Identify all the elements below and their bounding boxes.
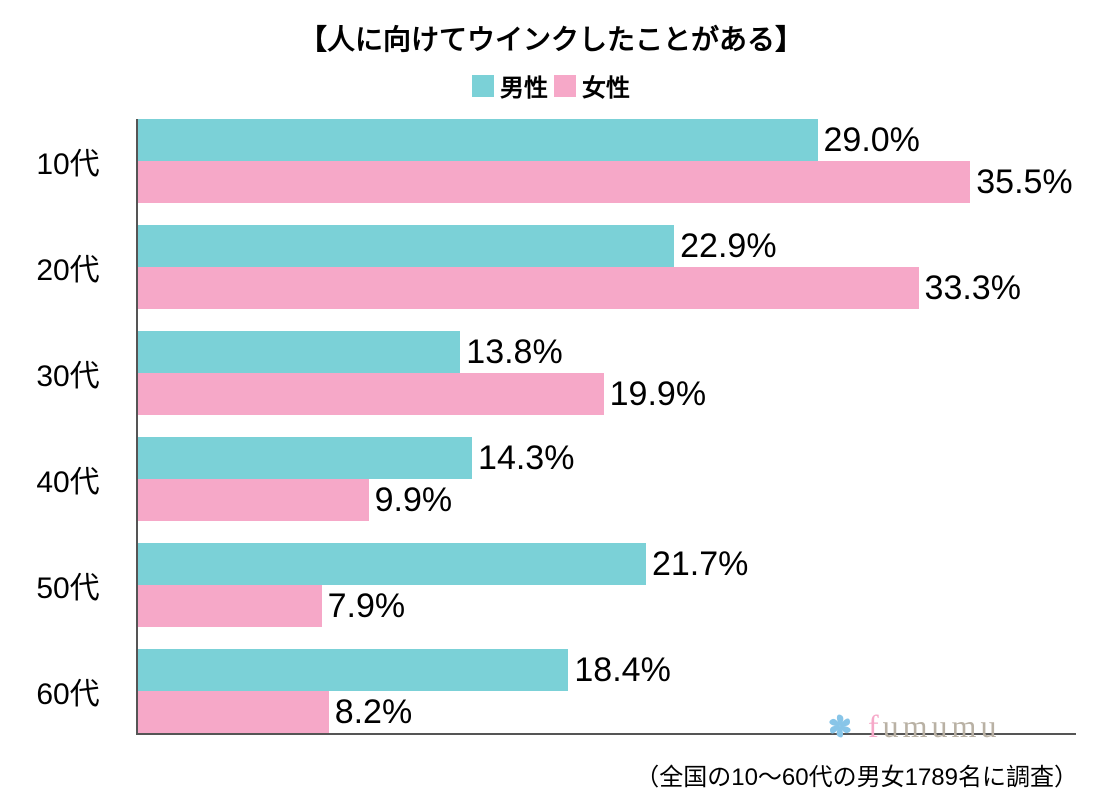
bar-female <box>136 691 329 733</box>
category-label: 60代 <box>0 669 136 713</box>
bar-value-label: 8.2% <box>335 693 413 732</box>
category-group: 30代 13.8% 19.9% <box>0 331 1102 415</box>
bar-male <box>136 225 674 267</box>
category-group: 10代 29.0% 35.5% <box>0 119 1102 203</box>
legend-label-male: 男性 <box>500 68 548 103</box>
bar-row: 14.3% <box>136 437 1102 479</box>
bar-value-label: 21.7% <box>652 545 748 584</box>
bar-male <box>136 649 568 691</box>
category-group: 50代 21.7% 7.9% <box>0 543 1102 627</box>
bar-value-label: 19.9% <box>610 375 706 414</box>
bar-male <box>136 331 460 373</box>
bar-value-label: 13.8% <box>466 333 562 372</box>
legend-label-female: 女性 <box>582 68 630 103</box>
legend-swatch-male <box>472 75 494 97</box>
bars-column: 21.7% 7.9% <box>136 543 1102 627</box>
bars-column: 13.8% 19.9% <box>136 331 1102 415</box>
bar-male <box>136 437 472 479</box>
bar-value-label: 18.4% <box>574 651 670 690</box>
brand-logo: fumumu <box>820 706 1000 746</box>
legend-swatch-female <box>554 75 576 97</box>
bar-value-label: 7.9% <box>328 587 406 626</box>
category-label: 50代 <box>0 563 136 607</box>
bar-row: 35.5% <box>136 161 1102 203</box>
category-label: 40代 <box>0 457 136 501</box>
category-group: 40代 14.3% 9.9% <box>0 437 1102 521</box>
bar-value-label: 29.0% <box>824 121 920 160</box>
bar-row: 13.8% <box>136 331 1102 373</box>
chart-legend: 男性 女性 <box>0 68 1102 103</box>
bar-value-label: 35.5% <box>976 163 1072 202</box>
bar-female <box>136 373 604 415</box>
bar-row: 21.7% <box>136 543 1102 585</box>
category-label: 10代 <box>0 139 136 183</box>
bar-row: 19.9% <box>136 373 1102 415</box>
y-axis-line <box>136 119 138 733</box>
category-group: 20代 22.9% 33.3% <box>0 225 1102 309</box>
chart-footnote: （全国の10～60代の男女1789名に調査） <box>635 757 1078 792</box>
bar-row: 29.0% <box>136 119 1102 161</box>
bar-female <box>136 585 322 627</box>
bars-column: 22.9% 33.3% <box>136 225 1102 309</box>
bar-male <box>136 543 646 585</box>
logo-text: fumumu <box>868 708 1000 745</box>
bar-row: 22.9% <box>136 225 1102 267</box>
bar-female <box>136 267 919 309</box>
bar-row: 9.9% <box>136 479 1102 521</box>
bars-column: 14.3% 9.9% <box>136 437 1102 521</box>
chart-title: 【人に向けてウインクしたことがある】 <box>0 0 1102 58</box>
bar-row: 33.3% <box>136 267 1102 309</box>
chart-area: 10代 29.0% 35.5% 20代 22.9% 33.3% 30代 13.8% 19.9% 4… <box>0 119 1102 735</box>
bar-female <box>136 479 369 521</box>
flower-icon <box>820 706 860 746</box>
bar-row: 18.4% <box>136 649 1102 691</box>
bar-value-label: 9.9% <box>375 481 453 520</box>
bar-male <box>136 119 818 161</box>
category-label: 20代 <box>0 245 136 289</box>
bar-value-label: 22.9% <box>680 227 776 266</box>
category-label: 30代 <box>0 351 136 395</box>
bars-column: 29.0% 35.5% <box>136 119 1102 203</box>
bar-value-label: 14.3% <box>478 439 574 478</box>
bar-value-label: 33.3% <box>925 269 1021 308</box>
bar-female <box>136 161 970 203</box>
bar-row: 7.9% <box>136 585 1102 627</box>
